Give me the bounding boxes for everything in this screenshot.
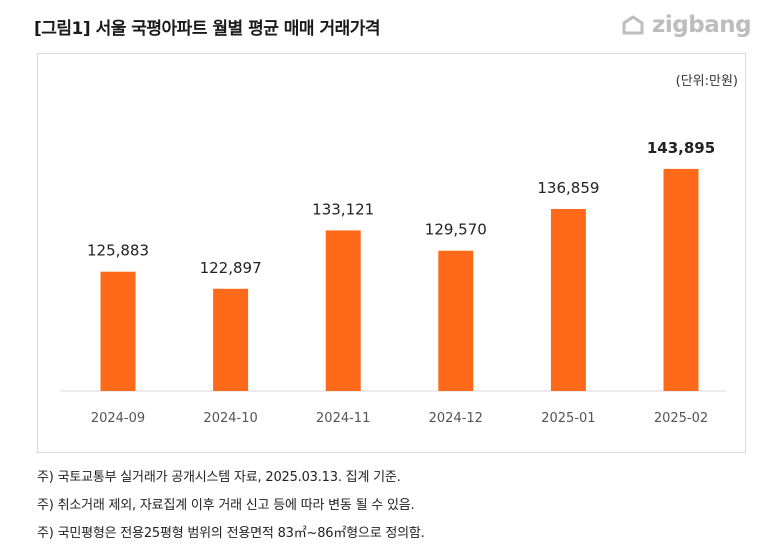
brand-name: zigbang — [652, 12, 752, 38]
bar-chart: (단위:만원) 125,883 2024-09 122,897 2024-10 133,… — [60, 74, 738, 426]
figure-title: [그림1] 서울 국평아파트 월별 평균 매매 거래가격 — [34, 19, 381, 39]
footnote-source: 주) 국토교통부 실거래가 공개시스템 자료, 2025.03.13. 집계 기… — [37, 470, 401, 485]
value-label-2024-09: 125,883 — [87, 242, 149, 260]
bar-2024-12 — [438, 250, 474, 391]
x-tick-label-2025-02: 2025-02 — [654, 411, 708, 426]
bar-2024-09 — [100, 271, 136, 391]
footnote-definition: 주) 국민평형은 전용25평형 범위의 전용면적 83㎡~86㎡형으로 정의함. — [37, 526, 425, 541]
x-tick-label-2024-10: 2024-10 — [203, 411, 257, 426]
unit-label: (단위:만원) — [676, 74, 738, 89]
x-tick-label-2024-09: 2024-09 — [91, 411, 145, 426]
brand-logo: zigbang — [620, 8, 752, 42]
value-label-2024-12: 129,570 — [425, 221, 487, 239]
bar-2024-11 — [325, 230, 361, 391]
chart-panel: (단위:만원) 125,883 2024-09 122,897 2024-10 133,… — [37, 53, 746, 453]
value-label-2024-10: 122,897 — [200, 259, 262, 277]
bar-2025-01 — [550, 209, 586, 391]
zigbang-logo-icon — [622, 15, 644, 35]
footnote-exclusion: 주) 취소거래 제외, 자료집계 이후 거래 신고 등에 따라 변동 될 수 있… — [37, 498, 415, 513]
bar-2025-02 — [663, 168, 699, 391]
value-label-2025-01: 136,859 — [537, 179, 599, 197]
bar-2024-10 — [213, 288, 249, 391]
value-label-2024-11: 133,121 — [312, 200, 374, 218]
x-tick-label-2024-12: 2024-12 — [429, 411, 483, 426]
x-tick-label-2025-01: 2025-01 — [541, 411, 595, 426]
value-label-2025-02: 143,895 — [647, 139, 715, 157]
x-tick-label-2024-11: 2024-11 — [316, 411, 370, 426]
